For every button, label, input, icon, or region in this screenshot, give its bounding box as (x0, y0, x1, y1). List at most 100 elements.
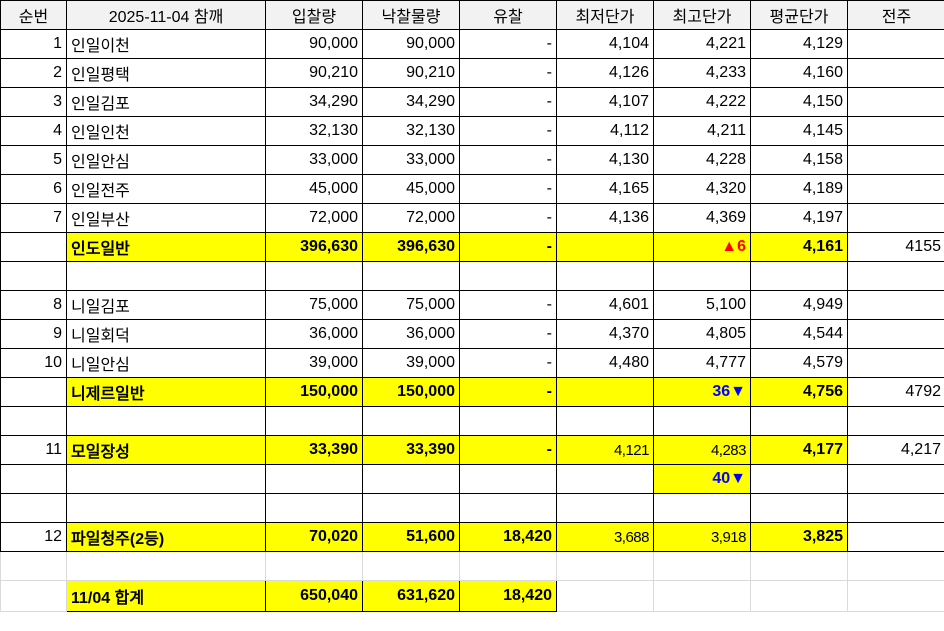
cell-max-price[interactable]: 4,369 (653, 203, 751, 233)
cell-min-price[interactable]: 4,601 (556, 290, 654, 320)
cell-avg-price[interactable]: 4,949 (750, 290, 848, 320)
cell-name[interactable]: 니제르일반 (66, 377, 266, 407)
cell-max-price[interactable] (653, 261, 751, 291)
cell-prev-week[interactable] (847, 348, 944, 378)
cell-avg-price[interactable] (750, 406, 848, 436)
cell-unsold[interactable] (459, 551, 557, 581)
cell-prev-week[interactable]: 4155 (847, 232, 944, 262)
cell-max-price[interactable]: 3,918 (653, 522, 751, 552)
cell-bid-volume[interactable]: 33,390 (265, 435, 363, 465)
cell-awarded-volume[interactable]: 150,000 (362, 377, 460, 407)
cell-prev-week[interactable] (847, 116, 944, 146)
cell-name[interactable] (66, 261, 266, 291)
cell-min-price[interactable]: 4,130 (556, 145, 654, 175)
cell-seq[interactable]: 6 (0, 174, 67, 204)
cell-name[interactable]: 인일안심 (66, 145, 266, 175)
cell-max-price[interactable]: 4,777 (653, 348, 751, 378)
cell-seq[interactable] (0, 377, 67, 407)
cell-max-price[interactable]: 4,320 (653, 174, 751, 204)
cell-avg-price[interactable]: 4,161 (750, 232, 848, 262)
cell-awarded-volume[interactable] (362, 406, 460, 436)
cell-prev-week[interactable]: 4,217 (847, 435, 944, 465)
cell-min-price[interactable] (556, 464, 654, 494)
cell-avg-price[interactable]: 4,579 (750, 348, 848, 378)
cell-awarded-volume[interactable]: 631,620 (362, 580, 460, 612)
cell-prev-week[interactable] (847, 319, 944, 349)
cell-max-price[interactable]: 40▼ (653, 464, 751, 494)
cell-max-price[interactable]: 4,222 (653, 87, 751, 117)
cell-awarded-volume[interactable] (362, 551, 460, 581)
cell-max-price[interactable]: 4,221 (653, 29, 751, 59)
cell-max-price[interactable] (653, 551, 751, 581)
cell-seq[interactable] (0, 551, 67, 581)
cell-awarded-volume[interactable]: 51,600 (362, 522, 460, 552)
cell-unsold[interactable]: - (459, 87, 557, 117)
cell-awarded-volume[interactable] (362, 464, 460, 494)
cell-unsold[interactable]: - (459, 58, 557, 88)
cell-bid-volume[interactable]: 396,630 (265, 232, 363, 262)
cell-min-price[interactable]: 4,121 (556, 435, 654, 465)
cell-max-price[interactable]: 4,211 (653, 116, 751, 146)
cell-name[interactable]: 인일인천 (66, 116, 266, 146)
cell-min-price[interactable] (556, 232, 654, 262)
cell-seq[interactable]: 4 (0, 116, 67, 146)
cell-avg-price[interactable]: 3,825 (750, 522, 848, 552)
cell-max-price[interactable]: 4,228 (653, 145, 751, 175)
header-prev-week[interactable]: 전주 (847, 0, 944, 30)
cell-avg-price[interactable]: 4,160 (750, 58, 848, 88)
cell-avg-price[interactable]: 4,177 (750, 435, 848, 465)
cell-awarded-volume[interactable] (362, 261, 460, 291)
cell-awarded-volume[interactable]: 396,630 (362, 232, 460, 262)
cell-seq[interactable] (0, 493, 67, 523)
cell-name[interactable] (66, 493, 266, 523)
cell-awarded-volume[interactable] (362, 493, 460, 523)
cell-max-price[interactable] (653, 493, 751, 523)
cell-unsold[interactable]: 18,420 (459, 522, 557, 552)
cell-avg-price[interactable] (750, 551, 848, 581)
cell-unsold[interactable]: - (459, 203, 557, 233)
cell-avg-price[interactable]: 4,756 (750, 377, 848, 407)
cell-avg-price[interactable]: 4,129 (750, 29, 848, 59)
cell-unsold[interactable] (459, 493, 557, 523)
cell-bid-volume[interactable]: 33,000 (265, 145, 363, 175)
cell-avg-price[interactable] (750, 261, 848, 291)
cell-bid-volume[interactable]: 34,290 (265, 87, 363, 117)
cell-prev-week[interactable] (847, 87, 944, 117)
cell-bid-volume[interactable] (265, 493, 363, 523)
cell-min-price[interactable]: 3,688 (556, 522, 654, 552)
cell-name[interactable]: 니일회덕 (66, 319, 266, 349)
cell-bid-volume[interactable]: 650,040 (265, 580, 363, 612)
cell-name[interactable]: 파일청주(2등) (66, 522, 266, 552)
cell-name[interactable]: 인도일반 (66, 232, 266, 262)
cell-awarded-volume[interactable]: 33,000 (362, 145, 460, 175)
cell-awarded-volume[interactable]: 90,000 (362, 29, 460, 59)
cell-name[interactable] (66, 551, 266, 581)
cell-avg-price[interactable] (750, 464, 848, 494)
cell-seq[interactable]: 5 (0, 145, 67, 175)
cell-min-price[interactable] (556, 406, 654, 436)
cell-seq[interactable]: 8 (0, 290, 67, 320)
cell-max-price[interactable] (653, 580, 751, 612)
cell-unsold[interactable]: 18,420 (459, 580, 557, 612)
cell-min-price[interactable] (556, 377, 654, 407)
cell-unsold[interactable]: - (459, 116, 557, 146)
cell-min-price[interactable]: 4,480 (556, 348, 654, 378)
cell-awarded-volume[interactable]: 72,000 (362, 203, 460, 233)
header-bid-volume[interactable]: 입찰량 (265, 0, 363, 30)
cell-seq[interactable]: 2 (0, 58, 67, 88)
cell-unsold[interactable]: - (459, 290, 557, 320)
cell-bid-volume[interactable]: 45,000 (265, 174, 363, 204)
cell-avg-price[interactable]: 4,150 (750, 87, 848, 117)
cell-bid-volume[interactable]: 150,000 (265, 377, 363, 407)
cell-prev-week[interactable] (847, 203, 944, 233)
header-awarded-volume[interactable]: 낙찰물량 (362, 0, 460, 30)
cell-min-price[interactable] (556, 580, 654, 612)
cell-prev-week[interactable] (847, 580, 944, 612)
cell-min-price[interactable]: 4,104 (556, 29, 654, 59)
cell-min-price[interactable] (556, 261, 654, 291)
cell-prev-week[interactable] (847, 174, 944, 204)
cell-seq[interactable] (0, 406, 67, 436)
cell-max-price[interactable]: 36▼ (653, 377, 751, 407)
cell-seq[interactable] (0, 464, 67, 494)
header-seq[interactable]: 순번 (0, 0, 67, 30)
